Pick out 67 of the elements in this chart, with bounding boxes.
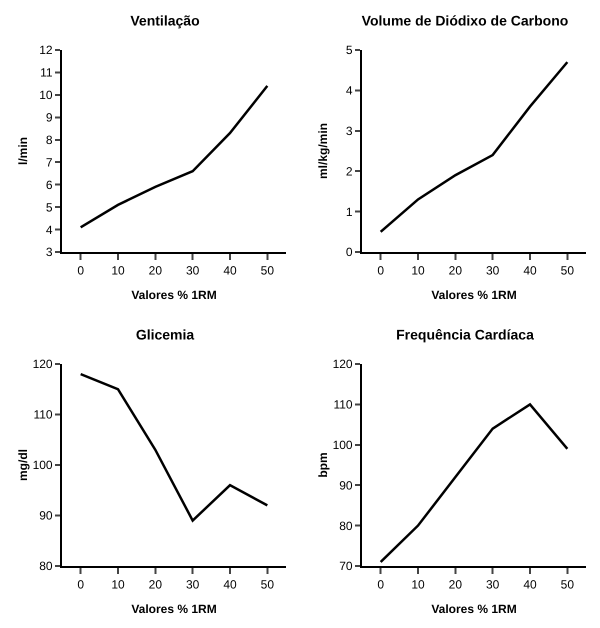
y-tick-label: 4 — [46, 222, 53, 237]
x-axis-title: Valores % 1RM — [131, 288, 217, 302]
chart-title: Frequência Cardíaca — [396, 326, 534, 342]
x-tick-label: 0 — [377, 577, 384, 592]
y-tick-label: 3 — [46, 245, 53, 260]
y-tick-label: 1 — [346, 204, 353, 219]
x-tick-label: 0 — [377, 263, 384, 278]
chart-title: Glicemia — [136, 326, 194, 342]
y-axis-title: ml/kg/min — [316, 122, 330, 180]
line-series — [379, 403, 569, 564]
y-axis-title: bpm — [316, 452, 330, 478]
x-axis-title: Valores % 1RM — [431, 288, 517, 302]
x-tick-label: 40 — [223, 577, 237, 592]
x-tick-label: 50 — [260, 263, 274, 278]
y-tick-label: 110 — [33, 408, 53, 422]
y-tick-label: 100 — [32, 458, 53, 472]
x-tick-label: 0 — [77, 577, 84, 592]
y-tick-label: 90 — [339, 478, 353, 492]
y-tick-label: 2 — [346, 164, 353, 178]
x-tick-label: 50 — [260, 577, 274, 592]
y-tick-label: 9 — [46, 110, 53, 125]
y-tick-label: 3 — [346, 124, 353, 138]
y-tick-label: 8 — [46, 132, 53, 147]
x-tick-label: 10 — [111, 577, 125, 592]
x-tick-label: 30 — [486, 263, 500, 278]
x-tick-label: 30 — [486, 577, 500, 592]
x-tick-label: 20 — [448, 577, 462, 592]
x-tick-label: 40 — [523, 577, 537, 592]
x-tick-label: 10 — [411, 263, 425, 278]
y-tick-label: 11 — [40, 66, 53, 80]
line-series — [79, 372, 269, 522]
x-tick-label: 20 — [148, 577, 162, 592]
line-series — [379, 60, 569, 234]
y-tick-label: 70 — [339, 559, 353, 574]
y-tick-label: 4 — [346, 84, 353, 98]
chart-title: Ventilação — [130, 12, 200, 28]
x-tick-label: 40 — [223, 263, 237, 278]
y-axis-title: mg/dl — [16, 449, 30, 481]
y-tick-label: 10 — [39, 88, 53, 102]
y-tick-label: 90 — [39, 508, 53, 523]
y-tick-label: 100 — [332, 438, 353, 452]
y-axis-title: l/min — [16, 136, 30, 166]
line-series — [79, 84, 269, 229]
x-tick-label: 20 — [148, 263, 162, 278]
y-tick-label: 110 — [333, 398, 353, 412]
y-tick-label: 7 — [46, 155, 53, 170]
chart-title: Volume de Diódixo de Carbono — [362, 12, 568, 28]
x-tick-label: 30 — [186, 577, 200, 592]
x-tick-label: 50 — [560, 263, 574, 278]
x-axis-title: Valores % 1RM — [431, 602, 517, 616]
y-tick-label: 120 — [32, 357, 53, 372]
y-tick-label: 5 — [46, 200, 53, 214]
x-axis-title: Valores % 1RM — [131, 602, 217, 616]
y-tick-label: 80 — [39, 559, 53, 574]
y-tick-label: 120 — [332, 357, 353, 372]
x-tick-label: 0 — [77, 263, 84, 278]
x-tick-label: 20 — [448, 263, 462, 278]
x-tick-label: 50 — [560, 577, 574, 592]
x-tick-label: 10 — [411, 577, 425, 592]
y-tick-label: 80 — [339, 518, 353, 533]
y-tick-label: 6 — [46, 178, 53, 192]
y-tick-label: 5 — [346, 43, 353, 58]
x-tick-label: 30 — [186, 263, 200, 278]
y-tick-label: 12 — [39, 43, 53, 58]
x-tick-label: 10 — [111, 263, 125, 278]
y-tick-label: 0 — [346, 245, 353, 260]
x-tick-label: 40 — [523, 263, 537, 278]
